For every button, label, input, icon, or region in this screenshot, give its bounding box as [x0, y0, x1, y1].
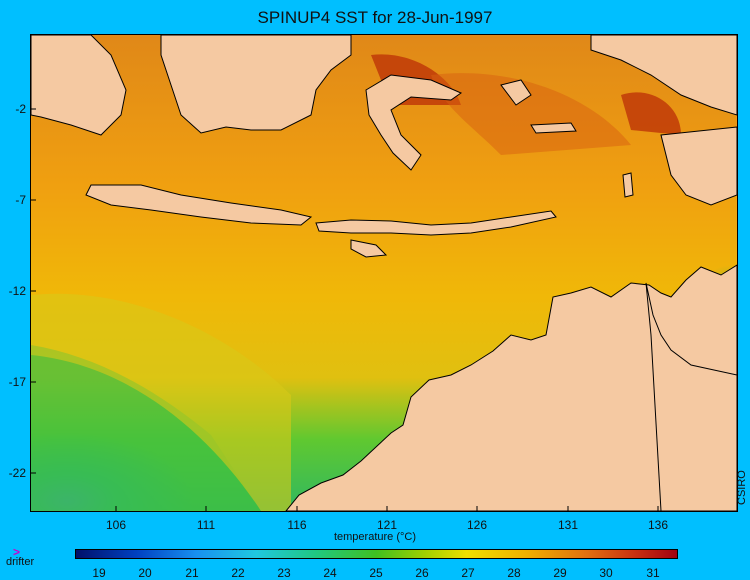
- lon-label: 111: [196, 518, 216, 532]
- australia-land: [285, 264, 737, 511]
- cape-york-land: [645, 282, 737, 511]
- timor-land: [350, 239, 388, 258]
- credit-label: CSIRO: [736, 470, 748, 505]
- lon-label: 121: [376, 518, 398, 532]
- colorbar-tick: 27: [461, 566, 475, 580]
- colorbar-tick: 26: [415, 566, 429, 580]
- colorbar-tick: 29: [553, 566, 567, 580]
- new-guinea-south: [660, 126, 737, 206]
- hot-water-east: [621, 92, 681, 135]
- sumatra-land: [31, 35, 127, 136]
- sulawesi-land: [365, 74, 463, 171]
- yellow-band: [31, 293, 291, 511]
- green-band-southwest: [31, 345, 261, 511]
- lon-label: 131: [557, 518, 579, 532]
- lon-label: 126: [466, 518, 488, 532]
- sst-map-canvas: [31, 35, 737, 511]
- seram-island: [530, 122, 577, 134]
- java-land: [85, 184, 313, 226]
- colorbar-tick: 31: [646, 566, 660, 580]
- lat-label: -2: [15, 102, 26, 116]
- colorbar-tick: 21: [185, 566, 199, 580]
- borneo-land: [160, 35, 352, 134]
- colorbar-tick: 30: [599, 566, 613, 580]
- maluku-island: [500, 79, 532, 106]
- map-title: SPINUP4 SST for 28-Jun-1997: [257, 8, 493, 27]
- colorbar-tick: 28: [507, 566, 521, 580]
- lon-label: 106: [105, 518, 127, 532]
- lat-label: -17: [8, 375, 26, 389]
- aru-island: [622, 172, 634, 198]
- lat-label: -12: [8, 284, 26, 298]
- sst-map: [30, 34, 738, 512]
- colorbar-tick: 25: [369, 566, 383, 580]
- hot-water-banda: [431, 73, 631, 155]
- colorbar: [75, 549, 678, 559]
- colorbar-tick: 20: [138, 566, 152, 580]
- colorbar-title: temperature (°C): [333, 531, 417, 543]
- new-guinea-land: [590, 35, 737, 116]
- drifter-marker-icon: >: [13, 545, 21, 559]
- axis-ticks: [31, 108, 659, 511]
- lesser-sunda-islands: [315, 210, 557, 236]
- legend-label: drifter: [6, 556, 35, 568]
- colorbar-tick: 19: [92, 566, 106, 580]
- colorbar-tick: 22: [231, 566, 245, 580]
- lat-label: -7: [15, 193, 26, 207]
- colorbar-tick: 24: [323, 566, 337, 580]
- colorbar-tick: 23: [277, 566, 291, 580]
- lat-label: -22: [8, 466, 26, 480]
- lon-label: 136: [647, 518, 669, 532]
- lon-label: 116: [287, 518, 307, 532]
